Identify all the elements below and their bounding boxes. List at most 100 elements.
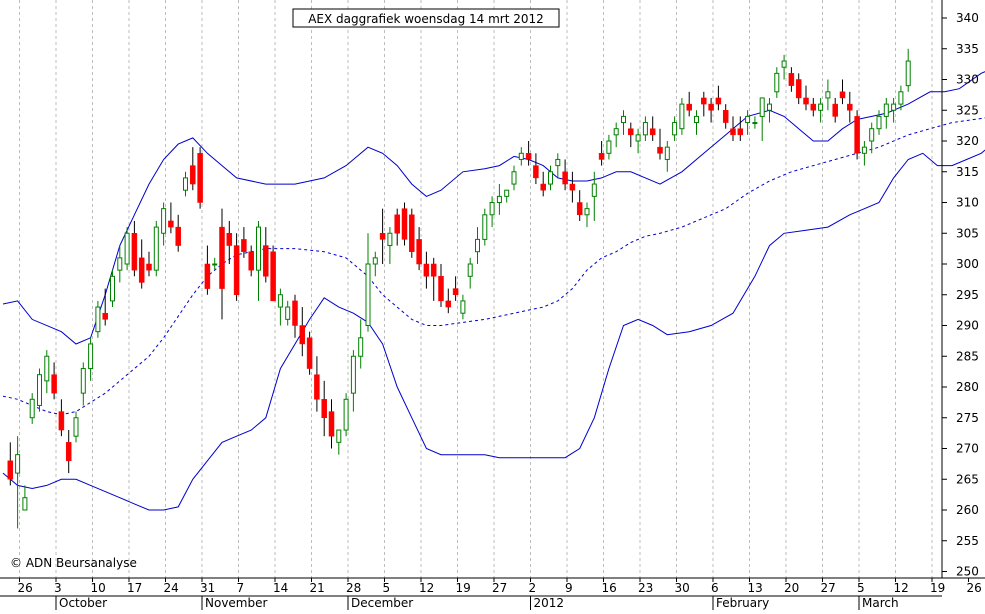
x-tick-label: 30: [675, 581, 690, 595]
x-tick-label: 9: [565, 581, 573, 595]
y-tick-label: 310: [956, 196, 979, 210]
candle-up: [256, 220, 261, 301]
y-tick-label: 255: [956, 534, 979, 548]
candle-up: [905, 48, 911, 92]
candle-down: [314, 356, 320, 412]
candle-body: [44, 355, 50, 382]
y-tick-label: 305: [956, 226, 979, 240]
candle-body: [350, 355, 356, 394]
candle-up: [825, 79, 831, 111]
candle-body: [606, 140, 612, 154]
candle-body: [825, 91, 831, 99]
y-tick-label: 335: [956, 42, 979, 56]
candle-up: [183, 171, 188, 197]
x-tick-label: 26: [967, 581, 982, 595]
candle-body: [533, 165, 539, 179]
candle-body: [649, 128, 656, 136]
candle-up: [584, 202, 590, 228]
x-tick-label: 28: [346, 581, 361, 595]
candle-body: [898, 91, 904, 105]
candle-body: [452, 288, 459, 296]
candle-down: [628, 122, 634, 148]
x-tick-label: 19: [930, 581, 945, 595]
candle-up: [642, 116, 648, 141]
x-tick-label: 14: [273, 581, 288, 595]
candle-up: [212, 257, 218, 271]
candle-body: [518, 152, 524, 160]
candle-body: [555, 158, 561, 167]
x-tick-label: 3: [54, 581, 62, 595]
candle-up: [161, 202, 167, 246]
y-tick-label: 270: [956, 442, 979, 456]
candle-body: [197, 153, 203, 203]
y-tick-label: 300: [956, 257, 979, 271]
x-tick-label: 5: [383, 581, 391, 595]
candle-body: [642, 122, 648, 136]
candle-body: [861, 146, 867, 154]
candle-body: [781, 60, 787, 68]
candle-down: [102, 288, 108, 326]
candle-down: [219, 208, 225, 320]
candle-body: [233, 245, 240, 296]
candle-up: [29, 393, 35, 424]
candle-body: [299, 325, 306, 345]
candle-body: [562, 171, 568, 185]
candle-body: [387, 232, 393, 247]
candle-up: [496, 184, 502, 215]
candle-down: [328, 399, 335, 449]
candle-down: [306, 331, 313, 375]
candle-body: [285, 306, 291, 320]
upper-band: [2, 71, 985, 345]
candle-body: [445, 300, 452, 308]
candle-up: [343, 393, 349, 437]
month-label: October: [59, 596, 107, 610]
candle-up: [350, 350, 356, 412]
candle-body: [117, 257, 123, 271]
candle-body: [540, 183, 546, 191]
candle-down: [649, 116, 656, 141]
candle-up: [73, 411, 79, 443]
x-tick-label: 23: [638, 581, 653, 595]
candle-up: [613, 122, 619, 148]
candle-body: [628, 128, 634, 136]
candle-down: [321, 380, 327, 437]
candle-body: [722, 110, 729, 123]
candle-body: [277, 294, 283, 308]
candle-body: [336, 429, 342, 443]
candle-up: [15, 436, 21, 529]
candle-body: [664, 146, 670, 160]
candle-up: [635, 128, 641, 154]
candle-body: [598, 153, 605, 160]
candle-down: [810, 97, 817, 117]
candle-body: [343, 398, 349, 431]
candle-body: [767, 103, 772, 111]
candle-body: [569, 183, 576, 191]
lower-band: [2, 149, 985, 511]
chart-title-text: AEX daggrafiek woensdag 14 mrt 2012: [308, 12, 544, 26]
candle-body: [88, 343, 94, 370]
candle-body: [504, 189, 510, 197]
candle-down: [708, 97, 714, 123]
candle-down: [452, 276, 459, 301]
x-tick-label: 5: [857, 581, 865, 595]
candle-body: [686, 103, 692, 111]
candle-body: [803, 97, 809, 105]
candle-down: [438, 264, 444, 308]
candle-body: [102, 312, 108, 320]
candle-down: [58, 399, 65, 437]
candle-down: [292, 294, 298, 338]
candle-up: [153, 220, 159, 277]
candle-down: [168, 202, 174, 234]
candle-body: [204, 263, 211, 289]
candle-body: [876, 115, 882, 130]
candle-down: [270, 245, 276, 302]
candle-body: [256, 226, 261, 271]
x-tick-label: 31: [200, 581, 215, 595]
candle-up: [679, 97, 685, 135]
chart-title: AEX daggrafiek woensdag 14 mrt 2012: [292, 8, 560, 28]
candle-up: [898, 85, 904, 111]
candle-body: [146, 263, 152, 271]
grid: [19, 0, 933, 578]
candle-down: [803, 85, 809, 111]
candle-body: [29, 398, 35, 419]
